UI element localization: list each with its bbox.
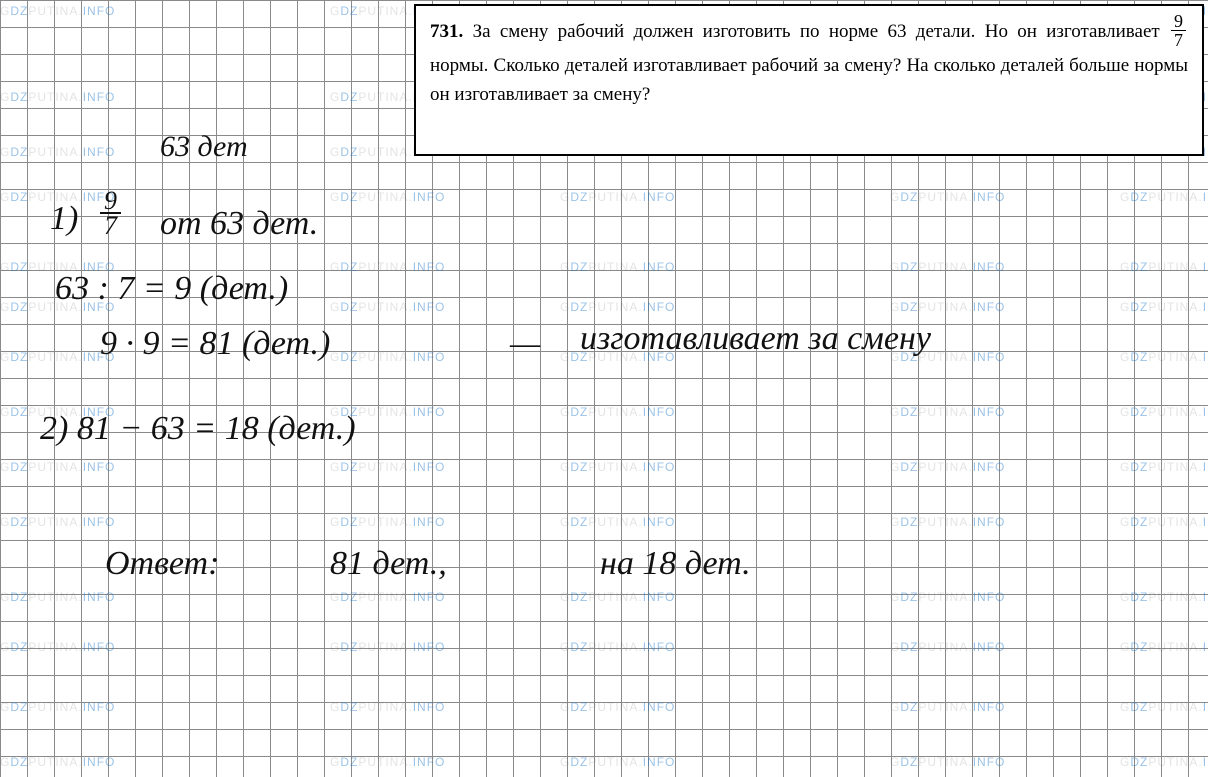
hand-frac-bot: 7 [100,214,121,237]
hand-step1-dash: — [510,325,540,363]
hand-step1-rest: от 63 дет. [160,205,318,243]
hand-answer-2: на 18 дет. [600,545,751,583]
hand-answer-label: Ответ: [105,545,219,583]
hand-step1-calc-a: 63 : 7 = 9 (дет.) [55,270,288,308]
problem-fraction: 9 7 [1171,12,1186,49]
hand-given: 63 дет [160,130,248,164]
problem-text-before: За смену рабочий должен изготовить по но… [473,21,1169,42]
problem-text-after: нормы. Сколько деталей изготавливает раб… [430,55,1188,105]
hand-step1-number: 1) [50,200,78,238]
hand-answer-1: 81 дет., [330,545,447,583]
hand-step1-note: изготавливает за смену [580,320,931,358]
hand-step1-calc-b: 9 · 9 = 81 (дет.) [100,325,330,363]
fraction-denominator: 7 [1171,31,1186,49]
problem-statement-box: 731. За смену рабочий должен изготовить … [414,4,1204,156]
hand-step2: 2) 81 − 63 = 18 (дет.) [40,410,356,448]
problem-number: 731. [430,21,463,42]
hand-step1-fraction: 9 7 [100,193,121,242]
fraction-numerator: 9 [1171,12,1186,31]
